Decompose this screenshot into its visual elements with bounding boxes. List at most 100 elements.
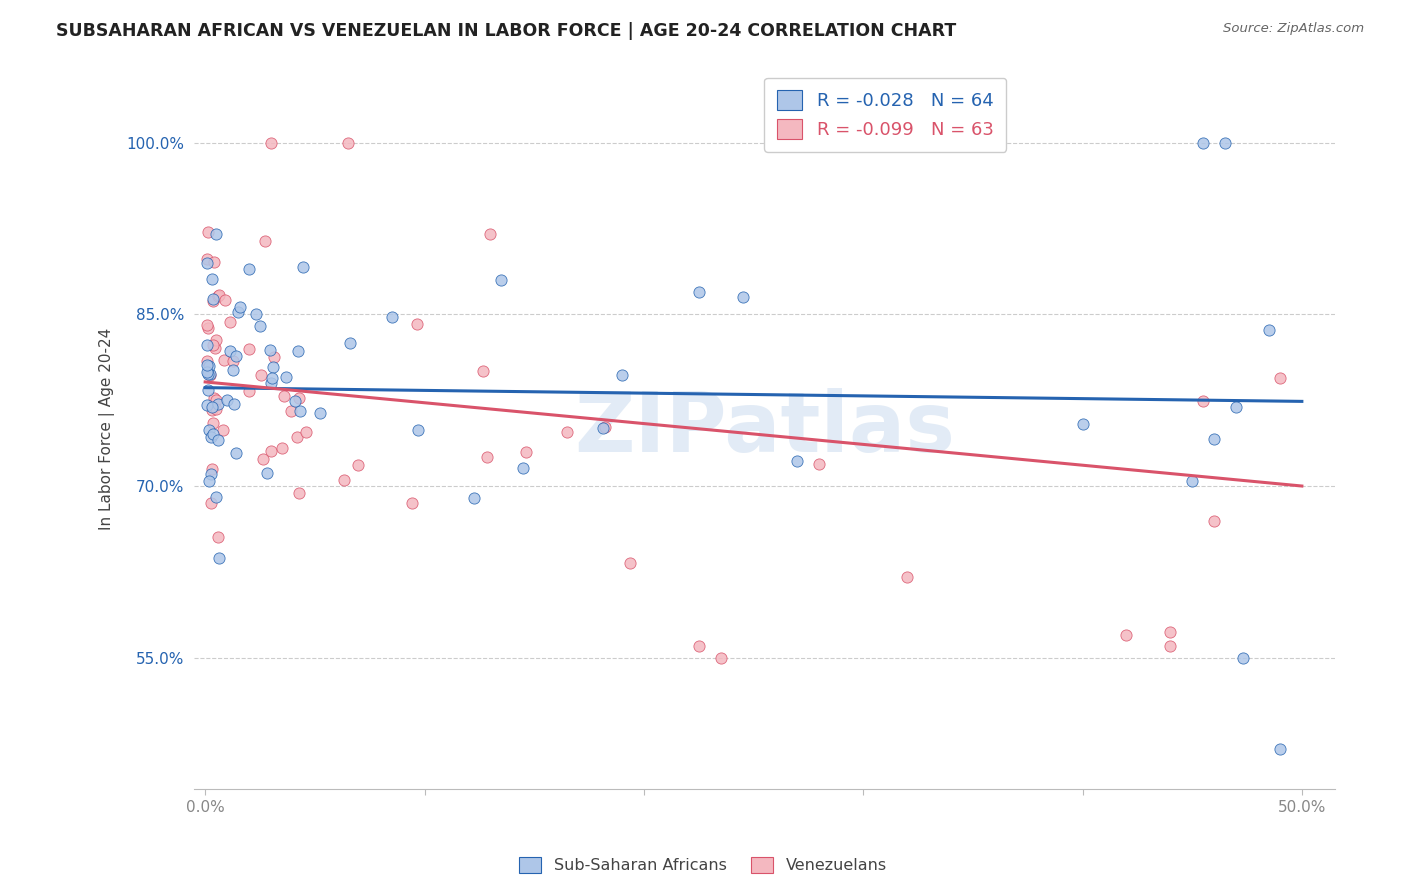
- Point: [592, 421, 614, 435]
- Point: [205, 333, 228, 347]
- Point: [477, 450, 499, 464]
- Point: [195, 398, 218, 412]
- Point: [1192, 136, 1215, 150]
- Point: [288, 404, 311, 418]
- Point: [212, 423, 235, 437]
- Point: [218, 315, 240, 329]
- Point: [202, 426, 225, 441]
- Point: [808, 457, 831, 471]
- Point: [204, 341, 226, 355]
- Point: [263, 350, 285, 364]
- Point: [200, 430, 222, 444]
- Point: [252, 452, 274, 467]
- Point: [197, 423, 219, 437]
- Point: [202, 391, 225, 405]
- Point: [198, 359, 221, 373]
- Text: SUBSAHARAN AFRICAN VS VENEZUELAN IN LABOR FORCE | AGE 20-24 CORRELATION CHART: SUBSAHARAN AFRICAN VS VENEZUELAN IN LABO…: [56, 22, 956, 40]
- Point: [205, 227, 228, 241]
- Point: [202, 416, 225, 430]
- Point: [222, 354, 245, 368]
- Point: [208, 287, 231, 301]
- Point: [201, 403, 224, 417]
- Point: [731, 290, 754, 304]
- Point: [1204, 514, 1226, 528]
- Point: [287, 430, 309, 444]
- Point: [1204, 432, 1226, 446]
- Point: [284, 393, 307, 408]
- Point: [208, 551, 231, 566]
- Point: [610, 368, 633, 382]
- Point: [195, 365, 218, 379]
- Point: [238, 343, 260, 357]
- Point: [201, 462, 224, 476]
- Point: [406, 423, 429, 437]
- Point: [200, 467, 222, 481]
- Point: [688, 639, 710, 653]
- Point: [229, 300, 252, 314]
- Point: [222, 396, 245, 410]
- Point: [260, 136, 283, 150]
- Point: [308, 406, 330, 420]
- Point: [491, 273, 513, 287]
- Point: [273, 389, 295, 403]
- Point: [200, 400, 222, 414]
- Point: [201, 338, 224, 352]
- Point: [245, 307, 267, 321]
- Legend: Sub-Saharan Africans, Venezuelans: Sub-Saharan Africans, Venezuelans: [513, 850, 893, 880]
- Point: [197, 321, 219, 335]
- Point: [288, 486, 311, 500]
- Point: [259, 343, 281, 358]
- Point: [347, 458, 370, 472]
- Legend: R = -0.028   N = 64, R = -0.099   N = 63: R = -0.028 N = 64, R = -0.099 N = 63: [765, 78, 1007, 152]
- Point: [405, 317, 427, 331]
- Point: [195, 256, 218, 270]
- Point: [249, 318, 271, 333]
- Point: [339, 336, 361, 351]
- Point: [1159, 625, 1181, 640]
- Point: [1181, 474, 1204, 488]
- Point: [1213, 136, 1236, 150]
- Point: [401, 495, 423, 509]
- Point: [238, 262, 260, 277]
- Point: [195, 338, 218, 352]
- Point: [274, 369, 297, 384]
- Point: [202, 294, 225, 309]
- Point: [217, 392, 239, 407]
- Point: [294, 425, 316, 440]
- Point: [198, 474, 221, 488]
- Point: [197, 225, 219, 239]
- Point: [333, 474, 356, 488]
- Point: [226, 304, 249, 318]
- Point: [336, 136, 359, 150]
- Point: [619, 556, 641, 570]
- Point: [271, 441, 294, 455]
- Point: [1192, 393, 1215, 408]
- Point: [253, 235, 276, 249]
- Point: [1159, 639, 1181, 653]
- Point: [250, 368, 273, 382]
- Point: [292, 260, 315, 275]
- Text: Source: ZipAtlas.com: Source: ZipAtlas.com: [1223, 22, 1364, 36]
- Point: [515, 445, 537, 459]
- Point: [225, 350, 247, 364]
- Point: [197, 383, 219, 397]
- Point: [896, 570, 918, 584]
- Point: [205, 392, 228, 407]
- Point: [260, 444, 283, 458]
- Point: [280, 403, 302, 417]
- Point: [195, 353, 218, 368]
- Point: [212, 353, 235, 368]
- Point: [1071, 417, 1094, 431]
- Point: [381, 310, 404, 324]
- Point: [195, 359, 218, 373]
- Point: [207, 288, 229, 302]
- Point: [207, 530, 229, 544]
- Point: [197, 367, 219, 381]
- Point: [595, 420, 617, 434]
- Point: [786, 454, 808, 468]
- Point: [472, 364, 495, 378]
- Point: [479, 227, 502, 242]
- Point: [195, 252, 218, 266]
- Point: [207, 433, 229, 447]
- Point: [205, 490, 228, 504]
